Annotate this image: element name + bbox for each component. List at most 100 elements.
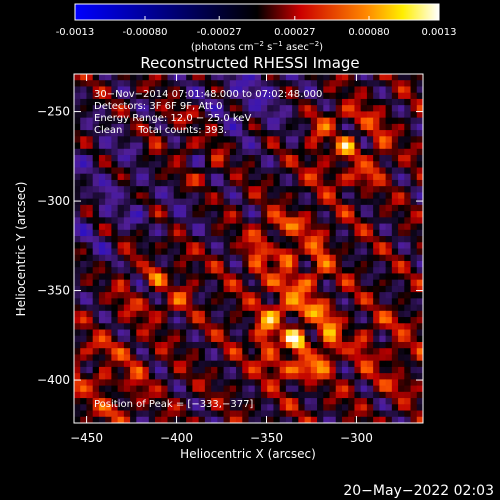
heatmap-cell — [211, 123, 218, 131]
heatmap-cell — [329, 398, 337, 405]
heatmap-cell — [211, 279, 218, 287]
heatmap-cell — [404, 242, 411, 249]
heatmap-cell — [92, 410, 100, 418]
heatmap-cell — [167, 204, 175, 212]
heatmap-cell — [161, 398, 168, 405]
heatmap-cell — [410, 204, 418, 212]
heatmap-cell — [385, 217, 393, 224]
heatmap-cell — [267, 335, 274, 343]
x-axis-label: Heliocentric X (arcsec) — [180, 447, 316, 461]
heatmap-cell — [348, 192, 355, 200]
heatmap-cell — [335, 155, 343, 162]
heatmap-cell — [186, 92, 193, 100]
heatmap-cell — [148, 404, 156, 411]
heatmap-cell — [223, 98, 231, 106]
heatmap-cell — [136, 167, 143, 175]
heatmap-cell — [74, 74, 81, 81]
heatmap-cell — [304, 223, 312, 231]
heatmap-cell — [348, 105, 355, 112]
heatmap-cell — [236, 329, 243, 337]
heatmap-cell — [379, 354, 387, 362]
heatmap-cell — [186, 155, 193, 162]
heatmap-cell — [136, 304, 143, 312]
heatmap-cell — [410, 179, 418, 187]
heatmap-cell — [292, 211, 299, 218]
heatmap-cell — [229, 236, 237, 243]
colorbar-ticks: -0.0013 -0.00080 -0.00027 0.00027 0.00080 0.0… — [56, 16, 457, 38]
heatmap-cell — [155, 117, 162, 125]
heatmap-cell — [248, 267, 256, 274]
heatmap-cell — [179, 211, 187, 218]
heatmap-cell — [379, 117, 387, 125]
heatmap-cell — [410, 105, 418, 112]
heatmap-cell — [254, 404, 262, 411]
heatmap-cell — [80, 130, 87, 137]
heatmap-cell — [211, 173, 218, 181]
heatmap-cell — [142, 285, 150, 293]
heatmap-cell — [148, 348, 156, 355]
heatmap-cell — [317, 335, 324, 343]
heatmap-cell — [117, 279, 125, 287]
heatmap-cell — [354, 161, 362, 168]
heatmap-cell — [98, 285, 106, 293]
heatmap-cell — [74, 86, 81, 94]
heatmap-cell — [198, 123, 206, 131]
heatmap-cell — [248, 398, 256, 405]
heatmap-cell — [348, 416, 355, 423]
heatmap-cell — [105, 292, 112, 299]
heatmap-cell — [92, 130, 100, 137]
heatmap-cell — [292, 304, 299, 312]
heatmap-cell — [167, 379, 175, 387]
heatmap-cell — [74, 173, 81, 181]
heatmap-cell — [254, 229, 262, 237]
heatmap-cell — [186, 360, 193, 368]
heatmap-cell — [130, 267, 137, 274]
heatmap-cell — [80, 236, 87, 243]
heatmap-cell — [173, 161, 181, 168]
heatmap-cell — [273, 105, 281, 112]
heatmap-cell — [123, 217, 131, 224]
heatmap-cell — [341, 260, 349, 268]
heatmap-cell — [105, 105, 112, 112]
heatmap-cell — [273, 366, 281, 374]
heatmap-cell — [204, 117, 212, 125]
heatmap-cell — [360, 117, 368, 125]
heatmap-cell — [98, 98, 106, 106]
heatmap-cell — [298, 223, 305, 231]
heatmap-cell — [341, 360, 349, 368]
heatmap-cell — [229, 155, 237, 162]
heatmap-cell — [229, 161, 237, 168]
heatmap-cell — [260, 354, 268, 362]
heatmap-cell — [242, 317, 249, 324]
heatmap-cell — [198, 211, 206, 218]
heatmap-cell — [223, 217, 231, 224]
heatmap-cell — [192, 285, 200, 293]
heatmap-cell — [398, 204, 405, 212]
heatmap-cell — [192, 354, 200, 362]
heatmap-cell — [379, 304, 387, 312]
heatmap-cell — [236, 105, 243, 112]
heatmap-cell — [335, 142, 343, 150]
heatmap-cell — [217, 317, 224, 324]
heatmap-cell — [211, 186, 218, 193]
heatmap-cell — [404, 198, 411, 206]
heatmap-cell — [416, 111, 423, 119]
heatmap-cell — [167, 360, 175, 368]
heatmap-cell — [360, 385, 368, 393]
heatmap-cell — [254, 354, 262, 362]
heatmap-cell — [98, 416, 106, 423]
heatmap-cell — [360, 211, 368, 218]
heatmap-cell — [136, 354, 143, 362]
heatmap-cell — [74, 366, 81, 374]
heatmap-cell — [217, 304, 224, 312]
heatmap-cell — [391, 229, 399, 237]
heatmap-cell — [117, 236, 125, 243]
heatmap-cell — [236, 323, 243, 330]
heatmap-cell — [217, 229, 224, 237]
heatmap-cell — [179, 348, 187, 355]
heatmap-cell — [236, 92, 243, 100]
heatmap-cell — [310, 173, 318, 181]
heatmap-cell — [198, 161, 206, 168]
heatmap-cell — [142, 354, 150, 362]
heatmap-cell — [398, 279, 405, 287]
